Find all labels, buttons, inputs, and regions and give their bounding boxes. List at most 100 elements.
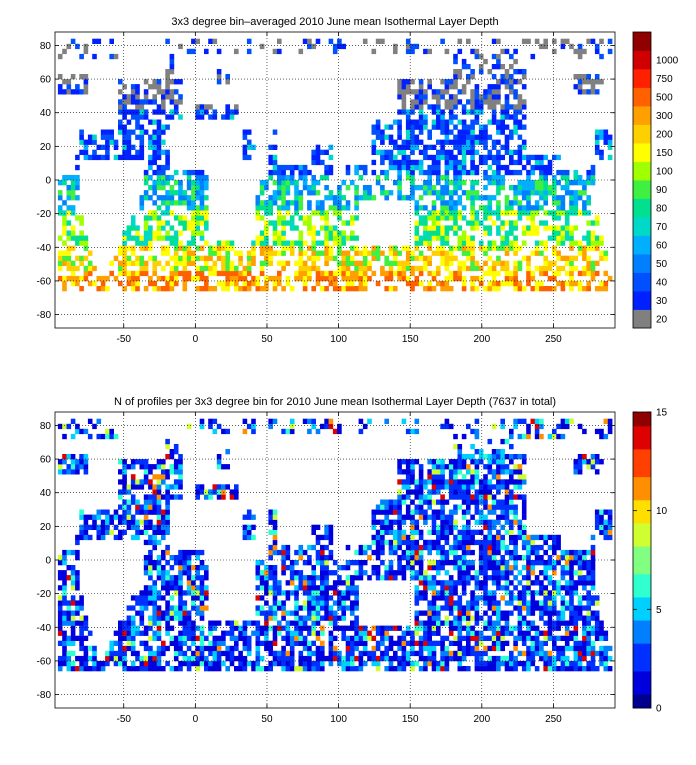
data-cell bbox=[67, 661, 72, 666]
data-cell bbox=[208, 286, 213, 291]
data-cell bbox=[492, 500, 497, 505]
data-cell bbox=[449, 590, 454, 595]
data-cell bbox=[165, 276, 170, 281]
data-cell bbox=[543, 190, 548, 195]
data-cell bbox=[311, 565, 316, 570]
data-cell bbox=[453, 636, 458, 641]
data-cell bbox=[191, 39, 196, 44]
data-cell bbox=[561, 611, 566, 616]
data-cell bbox=[359, 636, 364, 641]
data-cell bbox=[320, 560, 325, 565]
data-cell bbox=[475, 99, 480, 104]
data-cell bbox=[213, 636, 218, 641]
data-cell bbox=[440, 605, 445, 610]
data-cell bbox=[410, 540, 415, 545]
data-cell bbox=[217, 489, 222, 494]
data-cell bbox=[475, 489, 480, 494]
data-cell bbox=[247, 145, 252, 150]
data-cell bbox=[256, 215, 261, 220]
data-cell bbox=[320, 616, 325, 621]
data-cell bbox=[384, 195, 389, 200]
data-cell bbox=[436, 246, 441, 251]
data-cell bbox=[170, 641, 175, 646]
data-cell bbox=[329, 636, 334, 641]
data-cell bbox=[208, 114, 213, 119]
data-cell bbox=[144, 494, 149, 499]
data-cell bbox=[552, 231, 557, 236]
data-cell bbox=[453, 155, 458, 160]
data-cell bbox=[213, 646, 218, 651]
data-cell bbox=[333, 281, 338, 286]
data-cell bbox=[363, 39, 368, 44]
data-cell bbox=[440, 125, 445, 130]
data-cell bbox=[509, 205, 514, 210]
data-cell bbox=[608, 145, 613, 150]
data-cell bbox=[363, 570, 368, 575]
data-cell bbox=[410, 266, 415, 271]
data-cell bbox=[92, 661, 97, 666]
data-cell bbox=[415, 550, 420, 555]
data-cell bbox=[500, 585, 505, 590]
data-cell bbox=[423, 99, 428, 104]
data-cell bbox=[505, 520, 510, 525]
data-cell bbox=[389, 500, 394, 505]
data-cell bbox=[286, 626, 291, 631]
data-cell bbox=[341, 631, 346, 636]
data-cell bbox=[492, 266, 497, 271]
data-cell bbox=[419, 580, 424, 585]
data-cell bbox=[79, 535, 84, 540]
data-cell bbox=[492, 170, 497, 175]
data-cell bbox=[531, 271, 536, 276]
data-cell bbox=[445, 210, 450, 215]
data-cell bbox=[436, 190, 441, 195]
data-cell bbox=[311, 651, 316, 656]
data-cell bbox=[62, 79, 67, 84]
data-cell bbox=[191, 49, 196, 54]
data-cell bbox=[183, 266, 188, 271]
data-cell bbox=[505, 135, 510, 140]
data-cell bbox=[135, 631, 140, 636]
data-cell bbox=[483, 500, 488, 505]
data-cell bbox=[122, 646, 127, 651]
data-cell bbox=[88, 251, 93, 256]
data-cell bbox=[333, 611, 338, 616]
data-cell bbox=[303, 616, 308, 621]
data-cell bbox=[419, 595, 424, 600]
data-cell bbox=[539, 631, 544, 636]
data-cell bbox=[329, 585, 334, 590]
data-cell bbox=[483, 59, 488, 64]
data-cell bbox=[423, 49, 428, 54]
data-cell bbox=[569, 616, 574, 621]
data-cell bbox=[277, 661, 282, 666]
data-cell bbox=[415, 125, 420, 130]
data-cell bbox=[483, 651, 488, 656]
data-cell bbox=[84, 271, 89, 276]
data-cell bbox=[479, 160, 484, 165]
colorbar-swatch bbox=[633, 143, 651, 162]
data-cell bbox=[535, 626, 540, 631]
data-cell bbox=[436, 215, 441, 220]
data-cell bbox=[436, 160, 441, 165]
data-cell bbox=[427, 180, 432, 185]
data-cell bbox=[458, 120, 463, 125]
data-cell bbox=[127, 94, 132, 99]
data-cell bbox=[213, 661, 218, 666]
data-cell bbox=[67, 605, 72, 610]
data-cell bbox=[67, 256, 72, 261]
data-cell bbox=[569, 276, 574, 281]
data-cell bbox=[303, 580, 308, 585]
data-cell bbox=[436, 114, 441, 119]
data-cell bbox=[243, 656, 248, 661]
data-cell bbox=[118, 626, 123, 631]
data-cell bbox=[251, 145, 256, 150]
data-cell bbox=[264, 236, 269, 241]
data-cell bbox=[144, 595, 149, 600]
data-cell bbox=[526, 281, 531, 286]
data-cell bbox=[354, 560, 359, 565]
data-cell bbox=[161, 510, 166, 515]
data-cell bbox=[316, 540, 321, 545]
data-cell bbox=[290, 570, 295, 575]
data-cell bbox=[122, 140, 127, 145]
data-cell bbox=[135, 236, 140, 241]
data-cell bbox=[449, 520, 454, 525]
